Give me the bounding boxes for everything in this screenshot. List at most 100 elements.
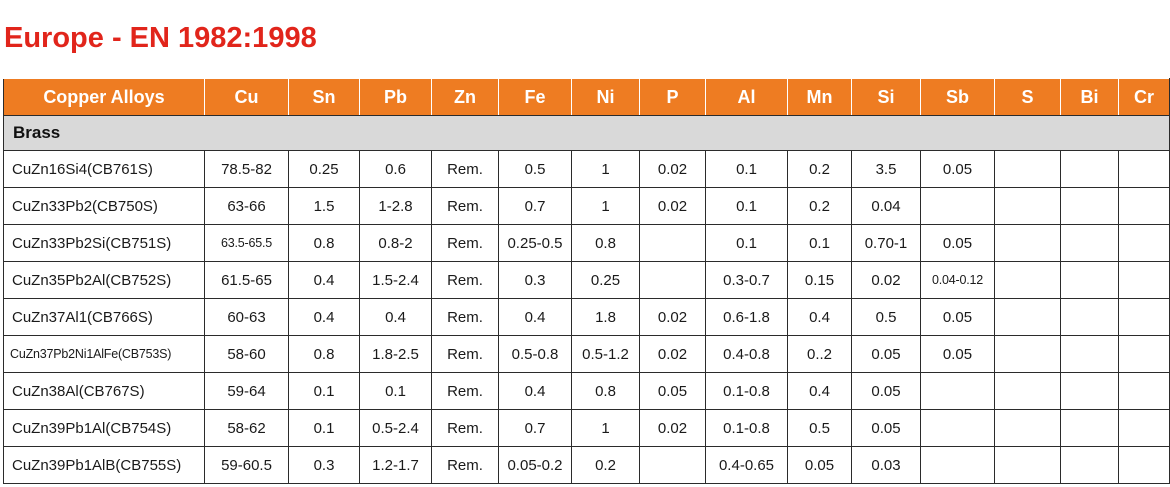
table-cell: 0.02 [639, 335, 706, 373]
table-cell: 0.3 [498, 261, 572, 299]
table-cell: 59-64 [204, 372, 289, 410]
alloy-name-cell: CuZn39Pb1AlB(CB755S) [3, 446, 205, 484]
table-cell: Rem. [431, 409, 499, 447]
table-cell: 1.8 [571, 298, 640, 336]
table-cell: 1.2-1.7 [359, 446, 432, 484]
table-cell: 0.2 [787, 150, 852, 188]
table-cell: 0.1 [705, 224, 788, 262]
alloy-name-cell: CuZn37Pb2Ni1AlFe(CB753S) [3, 335, 205, 373]
table-cell: 0.8 [288, 335, 360, 373]
alloy-name-cell: CuZn16Si4(CB761S) [3, 150, 205, 188]
table-cell [1118, 298, 1170, 336]
column-header: Al [705, 78, 788, 116]
table-cell: 0.25-0.5 [498, 224, 572, 262]
table-cell [994, 298, 1061, 336]
table-cell [1060, 298, 1119, 336]
column-header: Sn [288, 78, 360, 116]
table-cell [1060, 261, 1119, 299]
column-header: Zn [431, 78, 499, 116]
table-cell [639, 446, 706, 484]
table-cell: 0.6 [359, 150, 432, 188]
table-cell: 0.4 [498, 372, 572, 410]
table-cell: 1-2.8 [359, 187, 432, 225]
table-cell: 0.4-0.65 [705, 446, 788, 484]
table-cell: 0.05 [639, 372, 706, 410]
table-cell: 0.4 [288, 298, 360, 336]
table-cell [994, 224, 1061, 262]
table-cell: 0.05 [920, 335, 995, 373]
column-header: P [639, 78, 706, 116]
table-cell: 0.5 [787, 409, 852, 447]
table-cell: 0.02 [851, 261, 921, 299]
table-row: CuZn33Pb2Si(CB751S) 63.5-65.5 0.8 0.8-2 Rem.… [3, 224, 1170, 262]
table-row: CuZn38Al(CB767S) 59-64 0.1 0.1 Rem. 0.4 0.8 0.0… [3, 372, 1170, 410]
table-cell: 0.5-2.4 [359, 409, 432, 447]
table-cell: 0.05 [851, 335, 921, 373]
table-cell: 78.5-82 [204, 150, 289, 188]
table-cell: 0.8 [571, 372, 640, 410]
column-header: Ni [571, 78, 640, 116]
table-cell: 63.5-65.5 [204, 224, 289, 262]
table-cell [1060, 372, 1119, 410]
table-cell [994, 187, 1061, 225]
table-cell: 0.02 [639, 150, 706, 188]
table-cell: 59-60.5 [204, 446, 289, 484]
table-cell [1060, 224, 1119, 262]
table-cell [994, 446, 1061, 484]
table-cell: 0.5 [851, 298, 921, 336]
table-cell: 0.4 [787, 298, 852, 336]
alloy-name-cell: CuZn33Pb2(CB750S) [3, 187, 205, 225]
table-cell [1118, 409, 1170, 447]
table-cell: 0.05 [920, 298, 995, 336]
table-cell: 0.4-0.8 [705, 335, 788, 373]
table-cell: 58-62 [204, 409, 289, 447]
column-header: Si [851, 78, 921, 116]
table-cell: 0.05 [787, 446, 852, 484]
table-cell [1118, 372, 1170, 410]
table-cell: 1.8-2.5 [359, 335, 432, 373]
table-row: CuZn16Si4(CB761S) 78.5-82 0.25 0.6 Rem. 0.5 1 0… [3, 150, 1170, 188]
table-cell: 0.1 [705, 150, 788, 188]
table-row: CuZn37Pb2Ni1AlFe(CB753S) 58-60 0.8 1.8-2.5 R… [3, 335, 1170, 373]
table-cell [920, 409, 995, 447]
table-cell: 0..2 [787, 335, 852, 373]
column-header: Copper Alloys [3, 78, 205, 116]
table-cell: Rem. [431, 261, 499, 299]
table-cell: 1.5-2.4 [359, 261, 432, 299]
table-cell [920, 187, 995, 225]
table-cell: 0.15 [787, 261, 852, 299]
table-cell [1060, 409, 1119, 447]
table-cell: 0.3 [288, 446, 360, 484]
table-cell: 0.5 [498, 150, 572, 188]
column-header: Bi [1060, 78, 1119, 116]
column-header: Cu [204, 78, 289, 116]
table-cell: 0.02 [639, 409, 706, 447]
column-header: S [994, 78, 1061, 116]
table-cell: Rem. [431, 446, 499, 484]
table-cell [1060, 446, 1119, 484]
table-cell: 0.02 [639, 298, 706, 336]
table-row: CuZn39Pb1AlB(CB755S) 59-60.5 0.3 1.2-1.7 Rem… [3, 446, 1170, 484]
column-header: Pb [359, 78, 432, 116]
alloy-name-cell: CuZn33Pb2Si(CB751S) [3, 224, 205, 262]
table-cell [994, 372, 1061, 410]
table-cell [920, 372, 995, 410]
alloy-name-cell: CuZn37Al1(CB766S) [3, 298, 205, 336]
table-cell: 58-60 [204, 335, 289, 373]
table-cell: 0.6-1.8 [705, 298, 788, 336]
table-cell [1060, 187, 1119, 225]
table-cell: 0.1 [359, 372, 432, 410]
column-header: Mn [787, 78, 852, 116]
table-cell: Rem. [431, 187, 499, 225]
table-row: CuZn39Pb1Al(CB754S) 58-62 0.1 0.5-2.4 Rem. 0.… [3, 409, 1170, 447]
table-cell [994, 150, 1061, 188]
table-cell: 0.03 [851, 446, 921, 484]
table-cell: 0.05 [920, 150, 995, 188]
alloy-name-cell: CuZn35Pb2Al(CB752S) [3, 261, 205, 299]
table-cell: Rem. [431, 224, 499, 262]
table-cell: 0.4 [498, 298, 572, 336]
table-cell [994, 409, 1061, 447]
group-label-brass: Brass [3, 115, 1170, 151]
table-cell: 0.2 [571, 446, 640, 484]
table-cell [1060, 335, 1119, 373]
